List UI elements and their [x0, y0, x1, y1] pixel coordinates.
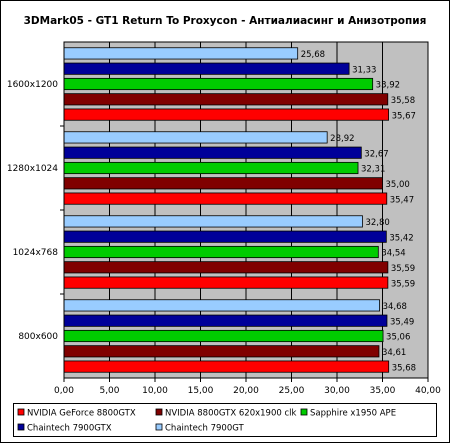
data-label: 32,31 [361, 165, 385, 175]
x-tick-label: 5,00 [99, 386, 119, 396]
plot-border [63, 41, 429, 379]
data-label: 35,68 [392, 363, 416, 373]
legend-swatch [300, 408, 308, 416]
bar [63, 261, 389, 274]
x-tick-label: 0,00 [54, 386, 74, 396]
chart-title: 3DMark05 - GT1 Return To Proxycon - Анти… [24, 15, 427, 27]
bar [63, 77, 374, 91]
bar [63, 177, 383, 190]
data-label: 32,80 [365, 218, 389, 228]
legend-swatch [17, 423, 25, 431]
bar [63, 47, 299, 60]
data-label: 35,06 [386, 333, 410, 343]
x-tick-label: 20,00 [233, 386, 259, 396]
data-label: 35,58 [391, 96, 415, 106]
x-tick-label: 40,00 [415, 386, 441, 396]
data-label: 35,59 [391, 279, 415, 289]
data-label: 33,92 [376, 81, 400, 91]
bar [63, 245, 379, 259]
data-label: 35,42 [389, 233, 413, 243]
plot-area: 0,00 5,00 10,00 15,00 20,00 25,00 30,00 35,00 40… [7, 41, 441, 396]
bar [63, 299, 380, 312]
data-label: 31,33 [352, 65, 376, 75]
legend-swatch [155, 423, 163, 431]
data-label: 28,92 [330, 134, 354, 144]
bar [63, 108, 389, 121]
legend-label: Chaintech 7900GT [165, 424, 245, 434]
legend-box [13, 403, 437, 437]
data-label: 34,68 [383, 302, 407, 312]
bar [63, 215, 363, 228]
category-label: 1280x1024 [7, 164, 58, 174]
data-label: 35,59 [391, 264, 415, 274]
category-label: 1600x1200 [7, 80, 58, 90]
data-label: 34,61 [382, 348, 406, 358]
x-tick-label: 35,00 [370, 386, 396, 396]
bar [63, 329, 384, 343]
legend-label: Chaintech 7900GTX [27, 424, 112, 434]
category-label: 800x600 [18, 332, 58, 342]
bar [63, 360, 390, 373]
data-label: 35,49 [390, 317, 414, 327]
bar [63, 345, 380, 358]
bar [63, 276, 389, 289]
legend-swatch [17, 408, 25, 416]
x-tick-label: 10,00 [142, 386, 168, 396]
x-tick-label: 30,00 [324, 386, 350, 396]
bar [63, 314, 388, 327]
data-label: 35,00 [386, 180, 410, 190]
data-label: 25,68 [301, 50, 325, 60]
legend-label: Sapphire x1950 APE [310, 409, 396, 419]
legend-label: NVIDIA 8800GTX 620x1900 clk [165, 409, 297, 419]
data-label: 32,67 [364, 149, 388, 159]
legend-label: NVIDIA GeForce 8800GTX [27, 409, 136, 419]
data-label: 34,54 [381, 249, 405, 259]
bar [63, 93, 389, 106]
bar [63, 230, 387, 243]
bar [63, 161, 359, 175]
bar [63, 192, 388, 205]
bar [63, 146, 362, 159]
bar [63, 131, 328, 144]
legend-swatch [155, 408, 163, 416]
bar [63, 62, 350, 75]
data-label: 35,47 [390, 195, 414, 205]
x-tick-label: 25,00 [279, 386, 305, 396]
x-tick-label: 15,00 [188, 386, 214, 396]
legend: NVIDIA GeForce 8800GTX NVIDIA 8800GTX 620… [13, 403, 437, 437]
data-label: 35,67 [392, 111, 416, 121]
category-label: 1024x768 [13, 248, 59, 258]
